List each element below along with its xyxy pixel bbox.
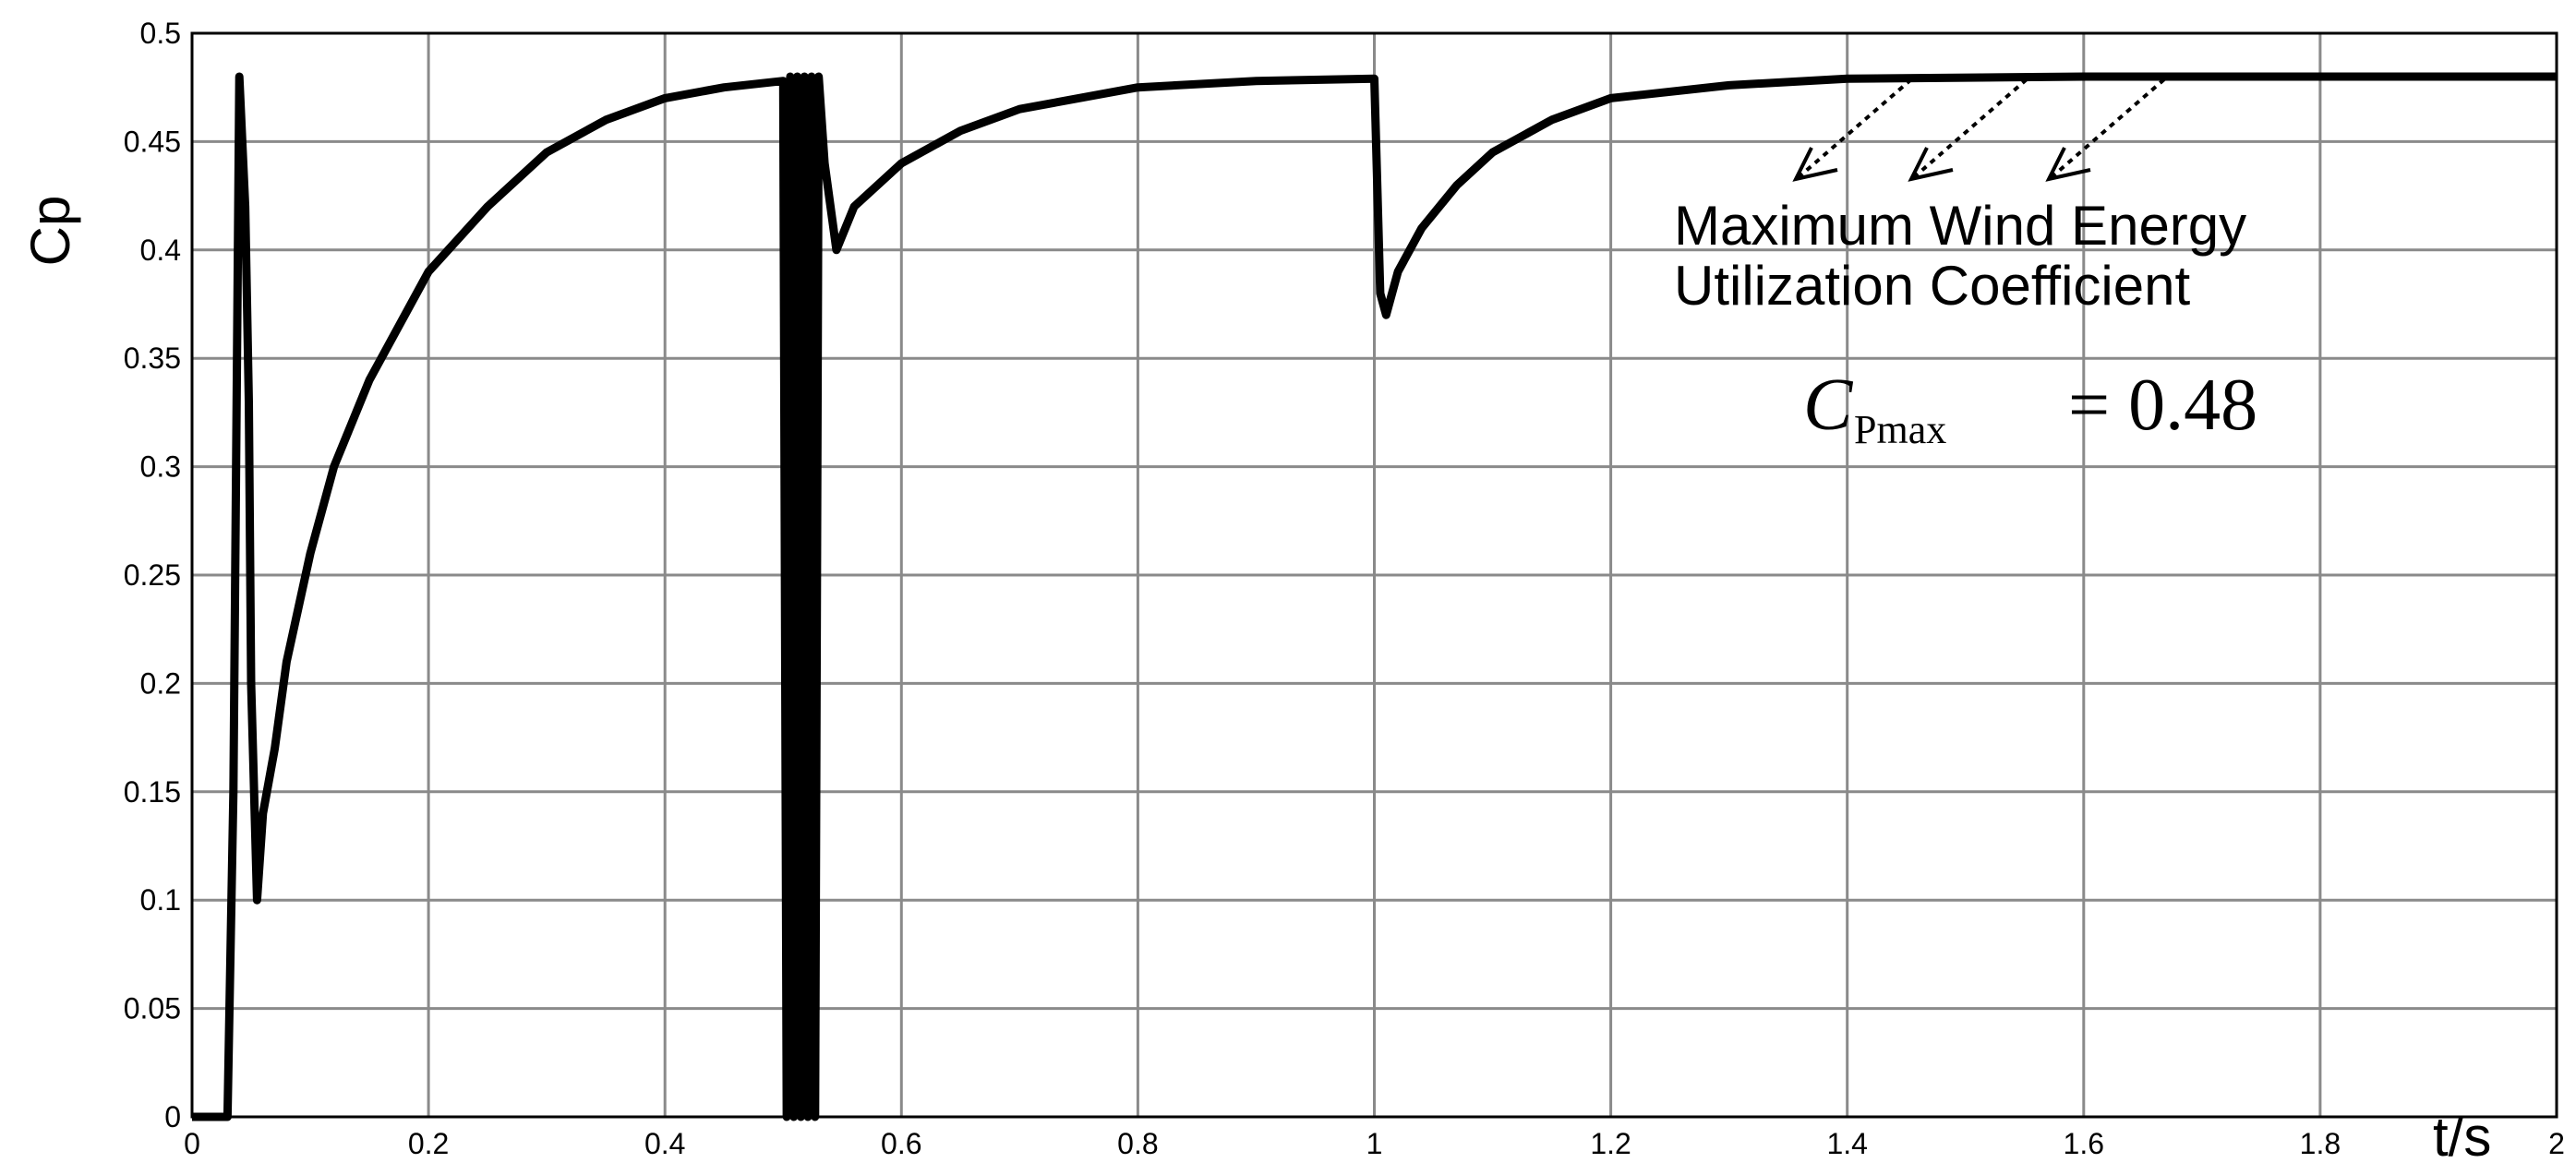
annotation: Utilization Coefficient xyxy=(1674,255,2190,317)
x-tick-label: 1 xyxy=(1366,1127,1383,1160)
plot-frame xyxy=(190,31,2558,1119)
y-tick-label: 0.5 xyxy=(140,17,181,50)
series-line xyxy=(192,72,2557,1121)
x-tick-label: 0.2 xyxy=(408,1127,449,1160)
x-tick-label: 0.6 xyxy=(881,1127,921,1160)
y-tick-label: 0.15 xyxy=(124,775,181,809)
x-axis-label: t/s xyxy=(2433,1106,2491,1168)
formula-text: = 0.48 xyxy=(2068,365,2257,446)
x-tick-label: 1.2 xyxy=(1590,1127,1631,1160)
y-tick-label: 0.2 xyxy=(140,666,181,700)
y-tick-label: 0.25 xyxy=(124,558,181,592)
plot xyxy=(192,72,2557,1121)
y-tick-label: 0.35 xyxy=(124,342,181,375)
y-tick-label: 0.45 xyxy=(124,125,181,158)
x-tick-label: 0 xyxy=(184,1127,200,1160)
x-tick-label: 2 xyxy=(2548,1127,2565,1160)
x-tick-label: 1.6 xyxy=(2064,1127,2104,1160)
x-tick-label: 1.4 xyxy=(1826,1127,1867,1160)
y-tick-label: 0.4 xyxy=(140,234,181,267)
y-axis-label: Cp xyxy=(19,196,81,267)
annotation: Maximum Wind Energy xyxy=(1674,195,2246,257)
formula-subscript: Pmax xyxy=(1854,407,1946,452)
x-tick-label: 1.8 xyxy=(2300,1127,2341,1160)
arrows xyxy=(1792,78,2166,182)
x-tick-label: 0.4 xyxy=(644,1127,685,1160)
formula-symbol: C xyxy=(1803,365,1854,446)
y-tick-label: 0.1 xyxy=(140,883,181,917)
y-tick-label: 0.05 xyxy=(124,992,181,1025)
y-tick-label: 0 xyxy=(164,1100,181,1133)
y-tick-label: 0.3 xyxy=(140,450,181,484)
x-tick-label: 0.8 xyxy=(1117,1127,1158,1160)
